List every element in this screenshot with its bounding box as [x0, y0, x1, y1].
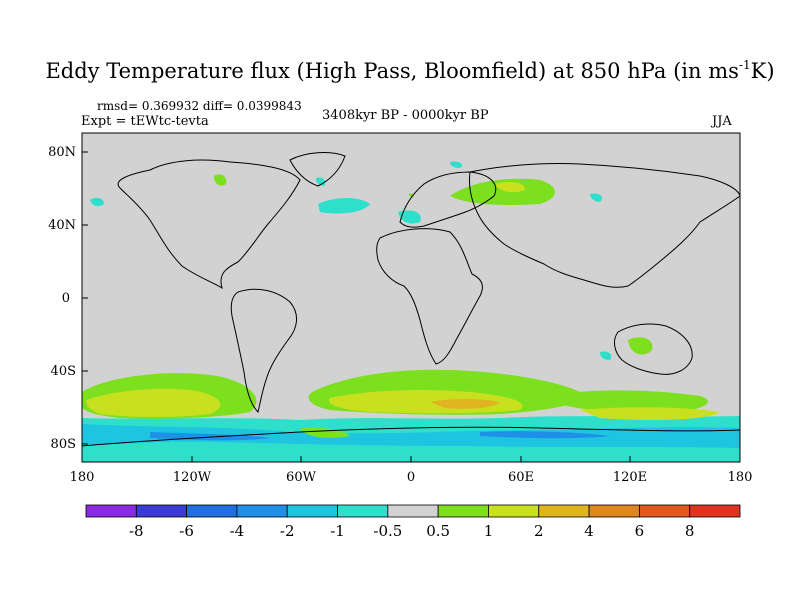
lon-label: 180 [70, 470, 95, 485]
colorbar-swatch [135, 504, 188, 518]
colorbar-swatch [387, 504, 439, 518]
coastline-south-america [230, 288, 297, 413]
period-label: 3408kyr BP - 0000kyr BP [322, 108, 489, 123]
colorbar-swatch [437, 504, 489, 518]
colorbar: -8 -6 -4 -2 -1 -0.5 0.5 1 2 4 6 8 [85, 504, 741, 540]
coastline-north-america [117, 159, 301, 290]
colorbar-label: 6 [635, 522, 645, 540]
lat-label: 40S [51, 364, 76, 379]
anomaly-region [90, 197, 104, 207]
anomaly-region [600, 351, 612, 360]
colorbar-label: -1 [330, 522, 345, 540]
colorbar-swatch [689, 504, 741, 518]
anomaly-region [300, 427, 350, 438]
colorbar-label: 2 [534, 522, 544, 540]
colorbar-swatch [638, 504, 691, 518]
anomaly-region [450, 178, 555, 206]
coastline-africa [376, 228, 483, 365]
lat-label: 80S [51, 437, 76, 452]
coastline-greenland [289, 152, 346, 187]
colorbar-swatch [337, 504, 389, 518]
anomaly-region [316, 177, 326, 186]
coastline-asia [469, 162, 740, 288]
colorbar-label: 0.5 [426, 522, 450, 540]
lon-label: 60W [286, 470, 317, 485]
lat-label: 0 [62, 291, 70, 306]
anomaly-region [580, 407, 720, 420]
anomaly-region [430, 399, 500, 409]
anomaly-region [398, 210, 421, 224]
colorbar-swatch [236, 504, 288, 518]
coastline-antarctica [82, 426, 740, 447]
coastline-australia [614, 323, 693, 375]
colorbar-label: -0.5 [373, 522, 402, 540]
coastline-europe [399, 171, 497, 228]
lon-label: 60E [508, 470, 534, 485]
anomaly-region [495, 182, 525, 193]
anomaly-region [214, 174, 227, 186]
colorbar-label: -8 [129, 522, 144, 540]
lon-label: 0 [407, 470, 415, 485]
experiment-label: Expt = tEWtc-tevta [81, 114, 209, 129]
anomaly-region [450, 161, 463, 168]
lat-label: 40N [48, 218, 76, 233]
anomaly-region [86, 388, 221, 417]
colorbar-swatch [488, 504, 540, 518]
anomaly-region [628, 337, 653, 355]
colorbar-swatch [85, 504, 137, 518]
colorbar-swatch [588, 504, 640, 518]
lat-label: 80N [48, 145, 76, 160]
lon-label: 120E [613, 470, 647, 485]
axis-ticks [81, 151, 741, 462]
colorbar-swatch [186, 504, 238, 518]
anomaly-field [82, 161, 740, 462]
chart-title: Eddy Temperature flux (High Pass, Bloomf… [45, 58, 775, 83]
colorbar-label: -2 [280, 522, 295, 540]
colorbar-label: -4 [230, 522, 245, 540]
anomaly-region [318, 198, 370, 214]
colorbar-label: 8 [685, 522, 695, 540]
colorbar-swatch [538, 504, 590, 518]
colorbar-swatch [286, 504, 338, 518]
colorbar-label: -6 [179, 522, 194, 540]
colorbar-label: 4 [584, 522, 594, 540]
coastlines [82, 152, 740, 447]
stats-label: rmsd= 0.369932 diff= 0.0399843 [97, 99, 302, 113]
lon-label: 120W [173, 470, 212, 485]
lon-label: 180 [728, 470, 753, 485]
colorbar-label: 1 [484, 522, 494, 540]
season-label: JJA [712, 114, 732, 129]
anomaly-region [82, 424, 740, 448]
anomaly-region [150, 431, 610, 441]
anomaly-region [590, 193, 603, 202]
